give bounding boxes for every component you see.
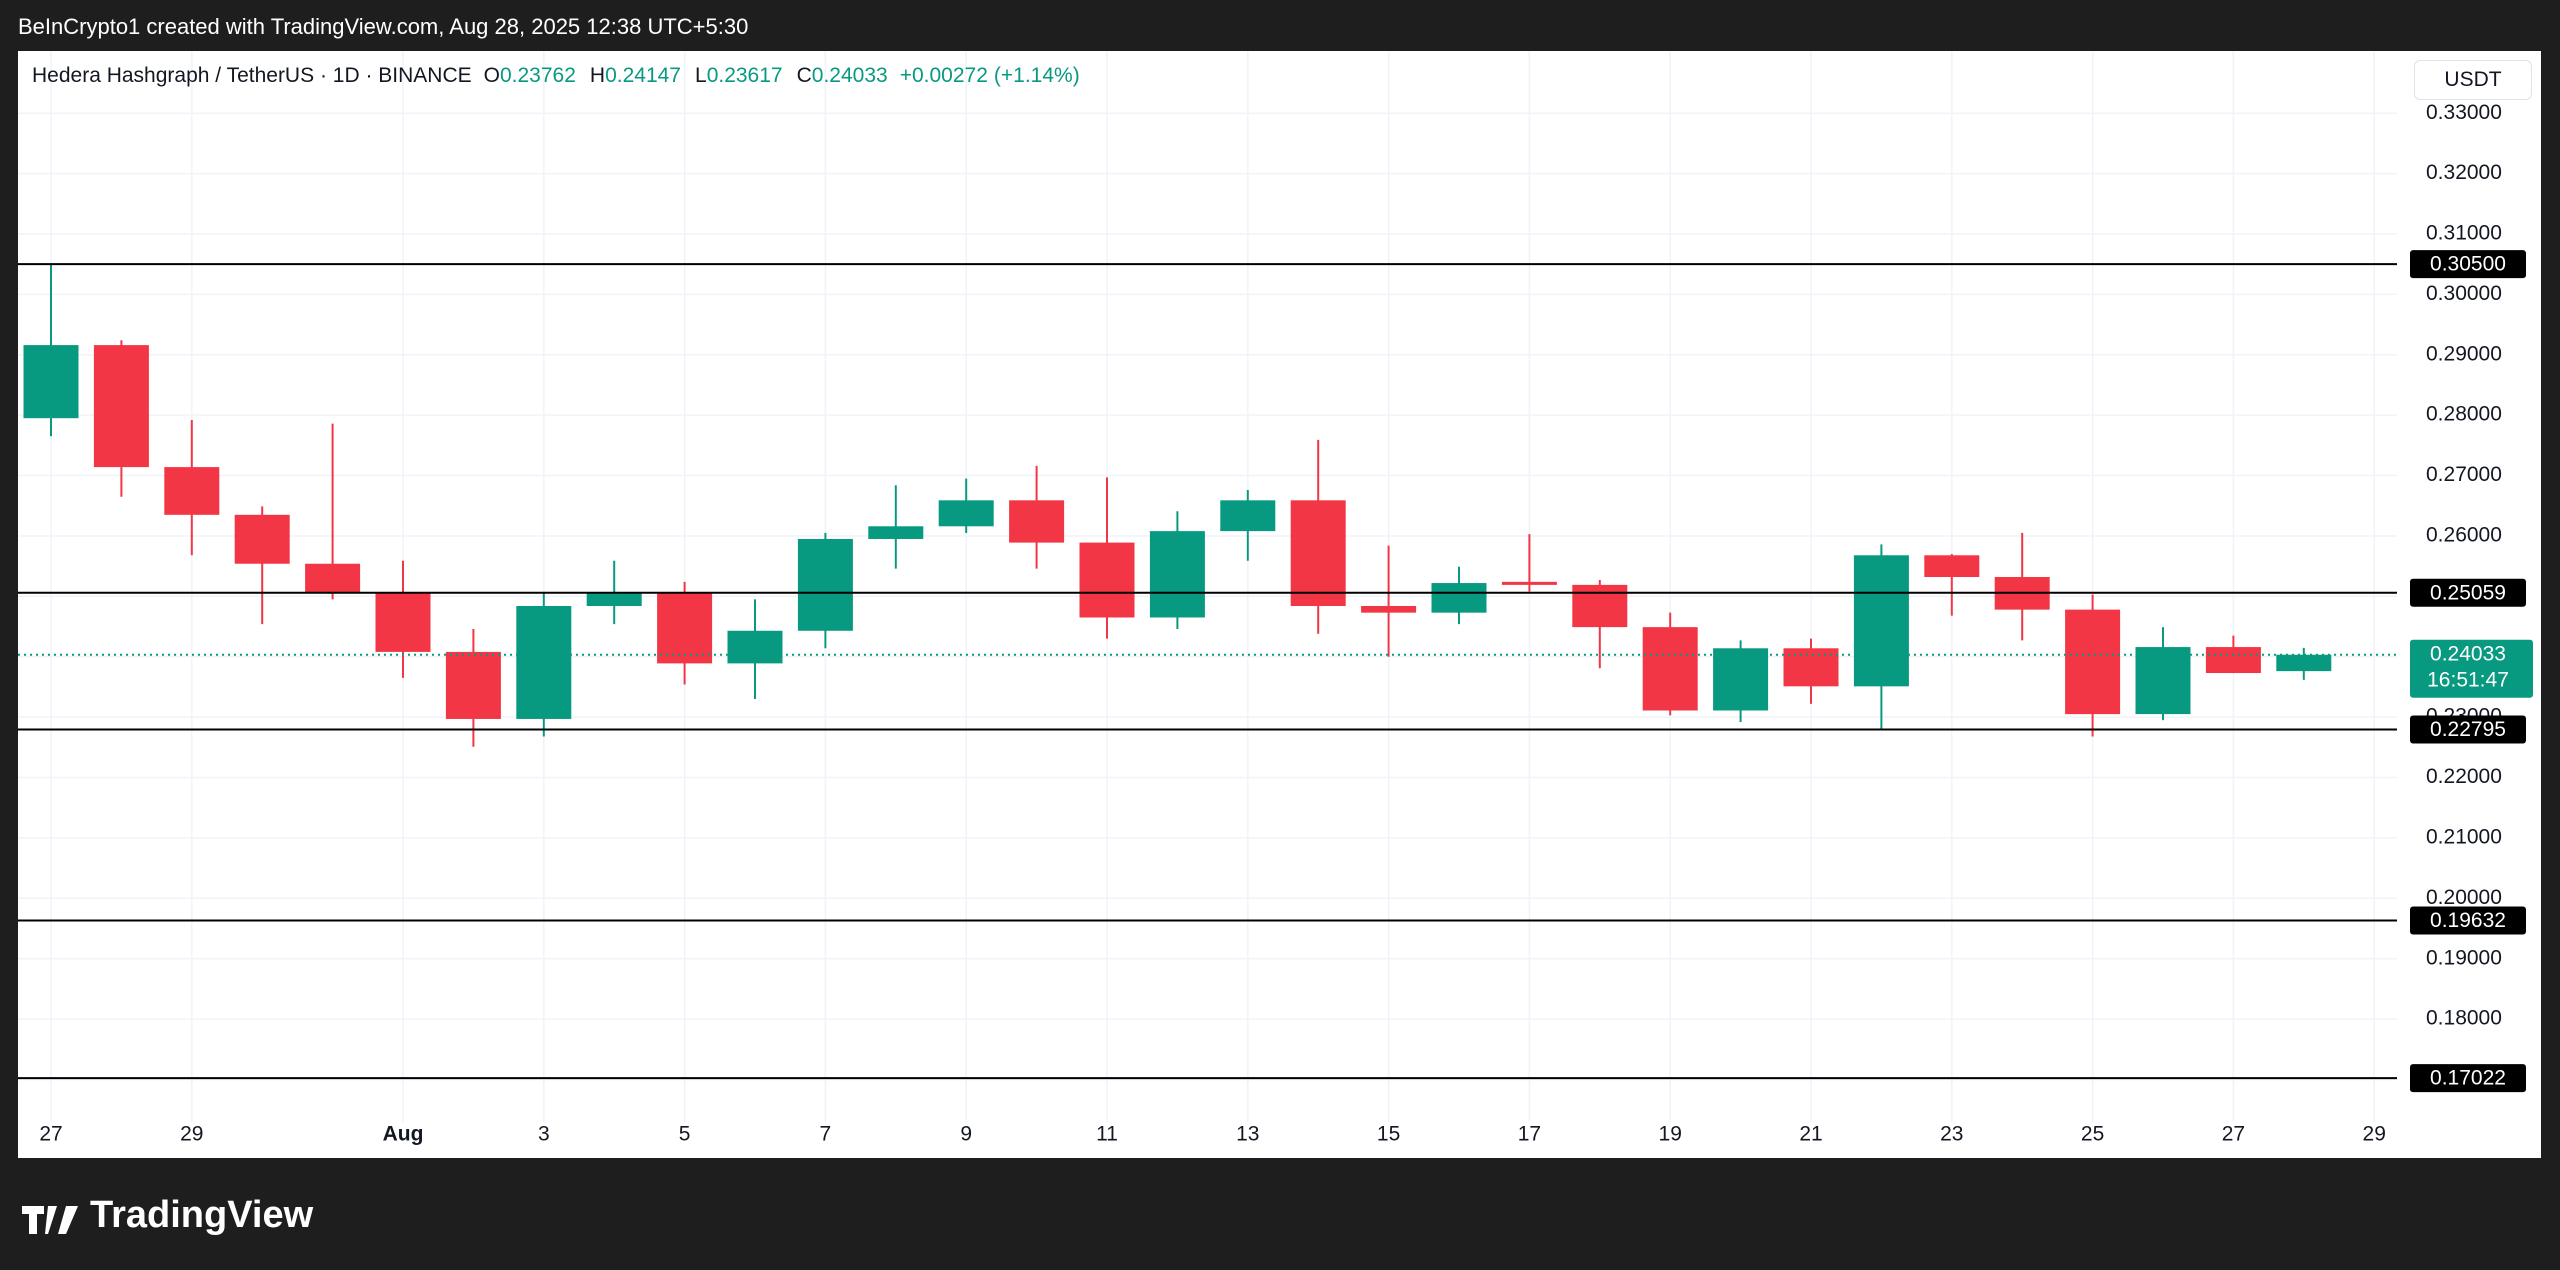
candle-body bbox=[1924, 555, 1980, 578]
candle-body bbox=[1009, 500, 1065, 543]
candle-body bbox=[164, 467, 220, 515]
candle-body bbox=[23, 345, 79, 419]
level-label: 0.22795 bbox=[2430, 718, 2506, 741]
logo-icon bbox=[22, 1206, 78, 1234]
overlay: 0.30500 0.25059 0.22795 0.19632 0.17022 0.240… bbox=[18, 250, 2533, 1093]
candle-body bbox=[1220, 500, 1276, 532]
level-label: 0.25059 bbox=[2430, 581, 2506, 604]
countdown: 16:51:47 bbox=[2427, 668, 2509, 691]
x-tick-label: 19 bbox=[1659, 1123, 1682, 1146]
last-price-label: 0.24033 bbox=[2430, 642, 2506, 665]
level-label-box bbox=[2410, 1064, 2526, 1093]
x-tick-label: 25 bbox=[2081, 1123, 2104, 1146]
y-tick-label: 0.26000 bbox=[2426, 524, 2502, 547]
candle-body bbox=[2135, 647, 2191, 715]
x-tick-label: 5 bbox=[679, 1123, 691, 1146]
x-tick-label: 9 bbox=[960, 1123, 972, 1146]
x-tick-label: 7 bbox=[820, 1123, 832, 1146]
y-tick-label: 0.20000 bbox=[2426, 886, 2502, 909]
y-tick-label: 0.22000 bbox=[2426, 765, 2502, 788]
candle-body bbox=[586, 593, 642, 607]
candle-body bbox=[1079, 542, 1135, 618]
x-tick-label: 27 bbox=[39, 1123, 62, 1146]
y-tick-label: 0.18000 bbox=[2426, 1007, 2502, 1030]
ohlc-value: 0.24033 bbox=[811, 64, 888, 87]
candle-body bbox=[2276, 654, 2332, 672]
candle-body bbox=[1501, 581, 1557, 585]
candle-body bbox=[1572, 584, 1628, 628]
x-tick-label: 29 bbox=[2363, 1123, 2386, 1146]
x-tick-label: 27 bbox=[2222, 1123, 2245, 1146]
ohlc-value: 0.23617 bbox=[706, 64, 783, 87]
y-tick-label: 0.33000 bbox=[2426, 101, 2502, 124]
x-tick-label: 29 bbox=[180, 1123, 203, 1146]
candle-body bbox=[1431, 583, 1487, 613]
logo-text: TradingView bbox=[90, 1194, 314, 1236]
y-tick-label: 0.19000 bbox=[2426, 946, 2502, 969]
candle-body bbox=[1149, 531, 1205, 618]
candle-body bbox=[93, 345, 149, 468]
candle-body bbox=[375, 593, 431, 652]
ohlc-key: O bbox=[483, 64, 500, 87]
y-tick-label: 0.30000 bbox=[2426, 282, 2502, 305]
candle-body bbox=[2065, 609, 2121, 715]
chart-panel bbox=[18, 51, 2541, 1158]
ohlc-value: 0.24147 bbox=[605, 64, 681, 87]
candles bbox=[23, 264, 2332, 747]
candle-body bbox=[1290, 500, 1346, 607]
x-tick-label: 17 bbox=[1518, 1123, 1541, 1146]
candle-body bbox=[234, 514, 290, 564]
candle-body bbox=[727, 630, 783, 664]
x-tick-label: 15 bbox=[1377, 1123, 1400, 1146]
last-price-box bbox=[2410, 639, 2533, 698]
ohlc-key: L bbox=[695, 64, 707, 87]
y-tick-label: 0.31000 bbox=[2426, 222, 2502, 245]
candle-body bbox=[445, 651, 501, 719]
y-tick-label: 0.27000 bbox=[2426, 463, 2502, 486]
currency-button[interactable]: USDT bbox=[2414, 60, 2532, 100]
candle-body bbox=[1853, 555, 1909, 687]
ohlc-key: H bbox=[589, 64, 606, 87]
ohlc-value: 0.23762 bbox=[499, 64, 576, 87]
level-label: 0.30500 bbox=[2430, 253, 2506, 276]
candle-body bbox=[1642, 627, 1698, 711]
level-label: 0.17022 bbox=[2430, 1067, 2506, 1090]
x-tick-label: Aug bbox=[383, 1123, 424, 1146]
candle-body bbox=[797, 538, 853, 631]
level-label-box bbox=[2410, 906, 2526, 935]
candle-body bbox=[938, 500, 994, 527]
x-tick-label: 21 bbox=[1799, 1123, 1822, 1146]
candle-body bbox=[1713, 648, 1769, 711]
y-tick-label: 0.29000 bbox=[2426, 342, 2502, 365]
candle-body bbox=[868, 526, 924, 539]
candle-body bbox=[516, 606, 572, 719]
y-tick-label: 0.21000 bbox=[2426, 825, 2502, 848]
x-tick-label: 23 bbox=[1940, 1123, 1963, 1146]
legend: Hedera Hashgraph / TetherUS · 1D · BINAN… bbox=[32, 64, 1080, 88]
attribution: BeInCrypto1 created with TradingView.com… bbox=[18, 14, 748, 39]
symbol-title: Hedera Hashgraph / TetherUS · 1D · BINAN… bbox=[32, 64, 472, 87]
level-label-box bbox=[2410, 715, 2526, 744]
change-pct: (+1.14%) bbox=[993, 64, 1080, 87]
change: +0.00272 bbox=[899, 64, 988, 87]
y-tick-label: 0.32000 bbox=[2426, 161, 2502, 184]
candle-body bbox=[1783, 648, 1839, 687]
ohlc-key: C bbox=[796, 64, 812, 87]
y-tick-label: 0.28000 bbox=[2426, 403, 2502, 426]
candle-body bbox=[305, 563, 361, 594]
level-label-box bbox=[2410, 578, 2526, 607]
x-tick-label: 11 bbox=[1096, 1123, 1118, 1146]
level-label-box bbox=[2410, 250, 2526, 279]
level-label: 0.19632 bbox=[2430, 909, 2506, 932]
x-tick-label: 3 bbox=[538, 1123, 550, 1146]
x-tick-label: 13 bbox=[1236, 1123, 1259, 1146]
candle-body bbox=[1361, 606, 1417, 613]
candle-body bbox=[2205, 647, 2261, 674]
candle-body bbox=[657, 593, 713, 664]
